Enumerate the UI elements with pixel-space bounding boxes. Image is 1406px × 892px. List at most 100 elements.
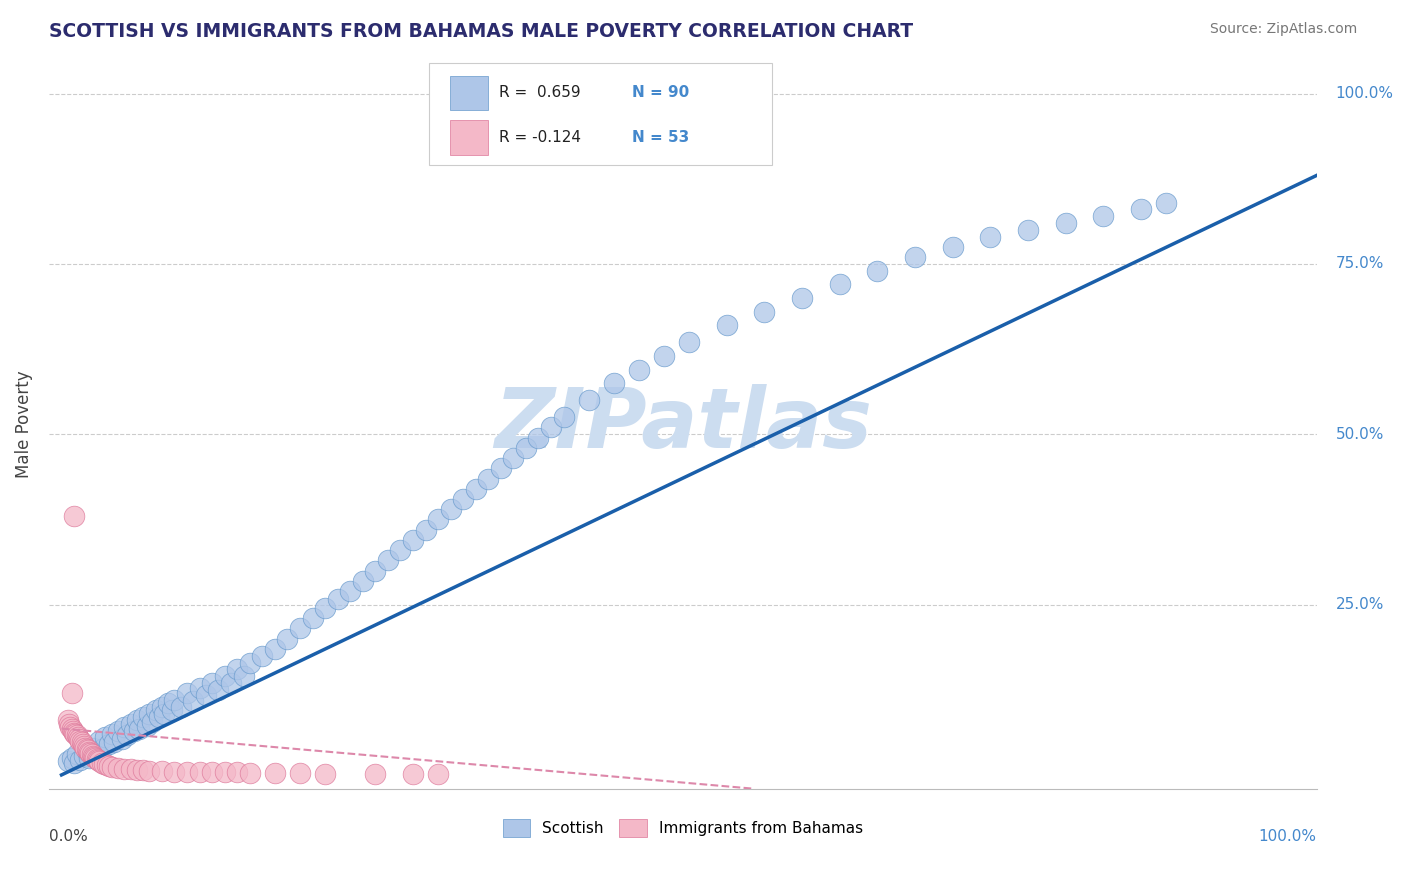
- Point: [553, 410, 575, 425]
- Point: [578, 393, 600, 408]
- Point: [181, 694, 204, 708]
- Point: [214, 765, 236, 780]
- Point: [83, 750, 105, 764]
- Point: [201, 765, 224, 780]
- Point: [89, 754, 111, 768]
- Point: [828, 277, 851, 292]
- Point: [603, 376, 626, 391]
- Point: [77, 751, 100, 765]
- Point: [439, 502, 461, 516]
- Text: N = 53: N = 53: [633, 129, 689, 145]
- Point: [754, 304, 776, 318]
- Point: [90, 742, 112, 756]
- Point: [239, 765, 262, 780]
- Point: [239, 656, 262, 670]
- Point: [120, 716, 142, 731]
- Point: [148, 710, 170, 724]
- Point: [527, 431, 550, 445]
- Point: [1129, 202, 1152, 217]
- Point: [125, 763, 148, 777]
- Point: [86, 746, 108, 760]
- Point: [502, 451, 524, 466]
- Point: [100, 727, 122, 741]
- Point: [207, 682, 229, 697]
- Text: Source: ZipAtlas.com: Source: ZipAtlas.com: [1209, 22, 1357, 37]
- Text: 75.0%: 75.0%: [1336, 257, 1384, 271]
- Point: [90, 756, 112, 770]
- Point: [979, 229, 1001, 244]
- Point: [135, 719, 157, 733]
- Y-axis label: Male Poverty: Male Poverty: [15, 370, 32, 478]
- Point: [627, 362, 650, 376]
- Point: [125, 714, 148, 728]
- Point: [76, 744, 98, 758]
- Point: [339, 584, 361, 599]
- Point: [301, 611, 323, 625]
- Point: [124, 723, 146, 738]
- Point: [132, 763, 155, 777]
- Point: [288, 765, 311, 780]
- Point: [352, 574, 374, 588]
- Text: 0.0%: 0.0%: [49, 829, 87, 844]
- FancyBboxPatch shape: [450, 76, 488, 111]
- Point: [451, 491, 474, 506]
- Point: [69, 734, 91, 748]
- Point: [59, 720, 82, 734]
- Point: [194, 688, 217, 702]
- Point: [515, 441, 537, 455]
- Text: 50.0%: 50.0%: [1336, 426, 1384, 442]
- Point: [790, 291, 813, 305]
- Point: [170, 699, 193, 714]
- Point: [115, 728, 138, 742]
- Point: [364, 564, 387, 578]
- Point: [188, 681, 211, 695]
- Point: [94, 731, 117, 745]
- Point: [65, 728, 87, 742]
- Point: [63, 509, 86, 524]
- Point: [58, 716, 80, 731]
- Point: [314, 601, 336, 615]
- Point: [219, 676, 242, 690]
- Point: [276, 632, 298, 646]
- Point: [111, 732, 134, 747]
- Point: [145, 703, 167, 717]
- Point: [112, 720, 135, 734]
- Point: [1054, 216, 1077, 230]
- Point: [188, 764, 211, 779]
- Point: [678, 335, 700, 350]
- Point: [98, 759, 121, 773]
- Point: [163, 693, 186, 707]
- Point: [264, 765, 287, 780]
- Point: [93, 757, 115, 772]
- Point: [60, 686, 83, 700]
- Point: [89, 734, 111, 748]
- Point: [120, 763, 142, 777]
- Point: [377, 553, 399, 567]
- Point: [63, 756, 86, 770]
- Point: [288, 622, 311, 636]
- Point: [77, 743, 100, 757]
- Point: [214, 669, 236, 683]
- Point: [489, 461, 512, 475]
- Point: [75, 740, 97, 755]
- Point: [150, 699, 173, 714]
- Point: [201, 676, 224, 690]
- Point: [132, 710, 155, 724]
- Point: [79, 746, 101, 760]
- Point: [364, 766, 387, 780]
- Text: R = -0.124: R = -0.124: [499, 129, 581, 145]
- Point: [66, 731, 89, 745]
- Point: [427, 767, 450, 781]
- Point: [904, 250, 927, 264]
- Text: 100.0%: 100.0%: [1258, 829, 1316, 844]
- Point: [427, 512, 450, 526]
- FancyBboxPatch shape: [429, 63, 772, 165]
- Text: ZIPatlas: ZIPatlas: [494, 384, 872, 465]
- Point: [98, 737, 121, 751]
- Point: [60, 722, 83, 736]
- Point: [62, 723, 84, 738]
- Point: [128, 722, 150, 736]
- Point: [56, 754, 79, 768]
- Point: [226, 765, 249, 780]
- Text: 25.0%: 25.0%: [1336, 597, 1384, 612]
